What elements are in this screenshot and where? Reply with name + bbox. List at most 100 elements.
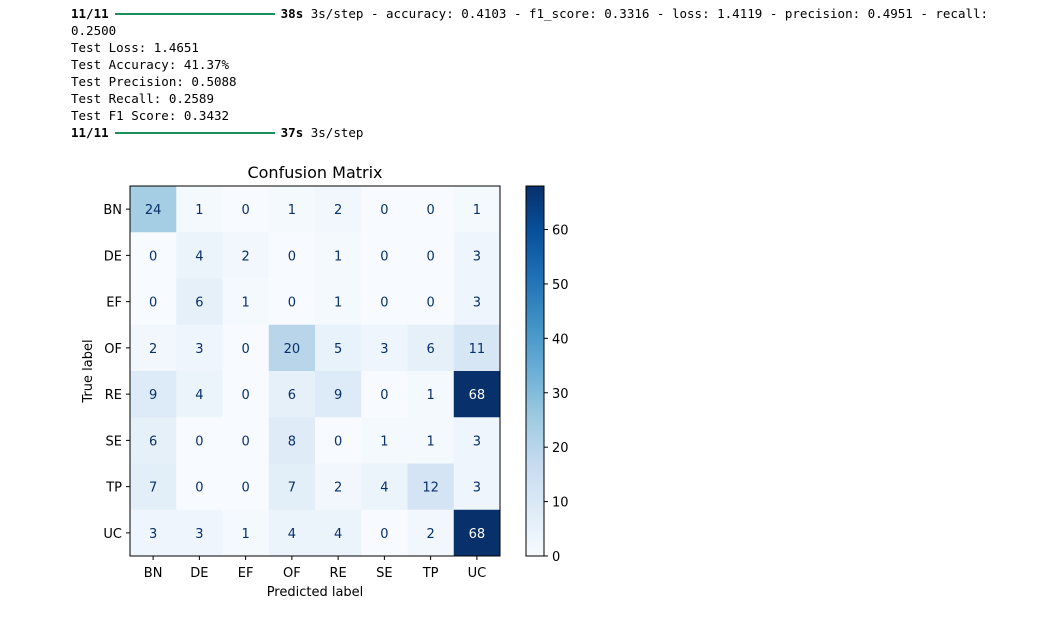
- matrix-cell: [453, 417, 501, 464]
- matrix-cell: [407, 278, 455, 326]
- matrix-cell: [361, 278, 408, 326]
- matrix-cell: [315, 417, 362, 464]
- x-tick-label: RE: [330, 566, 347, 581]
- matrix-cell: [130, 278, 177, 326]
- matrix-cell: [453, 463, 501, 511]
- matrix-cell: [315, 232, 362, 279]
- cell-value: 0: [380, 388, 388, 403]
- x-tick-label: DE: [190, 566, 208, 581]
- cell-value: 0: [426, 296, 434, 311]
- colorbar-ticks: 0 10 20 30 40 50 60: [544, 224, 569, 565]
- cell-value: 68: [469, 388, 486, 403]
- cell-value: 0: [288, 296, 296, 311]
- x-axis-label: Predicted label: [267, 585, 364, 600]
- x-axis-ticks: BN DE EF OF RE SE TP UC: [144, 556, 486, 581]
- cell-value: 3: [149, 527, 157, 542]
- matrix-cell: [176, 417, 223, 464]
- cell-value: 1: [334, 296, 342, 311]
- cell-value: 6: [288, 388, 296, 403]
- cell-value: 4: [380, 481, 388, 496]
- matrix-cell: [361, 417, 408, 464]
- cell-value: 2: [149, 342, 157, 357]
- matrix-cell: [268, 509, 316, 557]
- x-tick-label: UC: [468, 566, 487, 581]
- matrix-cell: [315, 324, 362, 372]
- matrix-cell: [176, 232, 223, 279]
- matrix-cell: [361, 232, 408, 279]
- y-tick-label: SE: [106, 434, 122, 449]
- matrix-cell: [361, 371, 408, 418]
- cell-value: 20: [284, 342, 301, 357]
- matrix-cell: [361, 509, 408, 557]
- y-axis-ticks: BN DE EF OF RE SE TP UC: [103, 203, 130, 542]
- matrix-cell: [361, 463, 408, 511]
- cell-value: 0: [426, 203, 434, 218]
- matrix-frame: [129, 185, 501, 557]
- matrix-cells: [130, 186, 501, 557]
- matrix-cell: [176, 324, 223, 372]
- matrix-cell: [130, 371, 177, 418]
- matrix-cell: [453, 324, 501, 372]
- cell-value: 9: [149, 388, 157, 403]
- matrix-cell: [407, 417, 455, 464]
- cell-value: 6: [149, 434, 157, 449]
- cell-value: 6: [195, 296, 203, 311]
- matrix-cell: [130, 509, 177, 557]
- cell-value: 3: [473, 249, 481, 264]
- matrix-cell: [268, 278, 316, 326]
- colorbar-tick-label: 10: [552, 496, 569, 511]
- chart-title: Confusion Matrix: [247, 163, 382, 182]
- cell-value: 7: [149, 481, 157, 496]
- cell-value: 0: [149, 249, 157, 264]
- cell-value: 4: [288, 527, 296, 542]
- y-tick-label: RE: [105, 388, 122, 403]
- matrix-cell: [130, 232, 177, 279]
- cell-value: 0: [241, 481, 249, 496]
- cell-value: 1: [426, 434, 434, 449]
- cell-value: 0: [380, 203, 388, 218]
- colorbar-tick-label: 60: [552, 224, 569, 239]
- matrix-cell: [222, 278, 270, 326]
- cell-value: 0: [195, 434, 203, 449]
- colorbar-tick-label: 20: [552, 441, 569, 456]
- matrix-cell: [222, 509, 270, 557]
- cell-value: 1: [473, 203, 481, 218]
- matrix-cell: [176, 463, 223, 511]
- cell-value: 0: [380, 249, 388, 264]
- matrix-cell: [222, 186, 270, 233]
- matrix-cell: [361, 186, 408, 233]
- matrix-cell: [130, 463, 177, 511]
- matrix-cell: [453, 232, 501, 279]
- matrix-cell: [407, 186, 455, 233]
- matrix-cell: [361, 324, 408, 372]
- matrix-cell: [222, 417, 270, 464]
- matrix-values: 24 1 0 1 2 0 0 10 4 2 0 1 0 0 30 6 1 0 1 0 0 32 3 0 20 5 3 6 119 4 0 6 9…: [145, 203, 485, 542]
- cell-value: 12: [422, 481, 439, 496]
- cell-value: 1: [241, 296, 249, 311]
- y-tick-label: TP: [105, 481, 122, 496]
- matrix-cell: [407, 232, 455, 279]
- cell-value: 4: [195, 249, 203, 264]
- cell-value: 0: [288, 249, 296, 264]
- matrix-cell: [268, 417, 316, 464]
- cell-value: 4: [334, 527, 342, 542]
- x-tick-label: EF: [238, 566, 254, 581]
- matrix-cell: [315, 509, 362, 557]
- matrix-cell: [268, 371, 316, 418]
- progress-line-2: 11/11 37s 3s/step: [71, 124, 1056, 141]
- x-tick-label: TP: [422, 566, 439, 581]
- matrix-cell: [176, 278, 223, 326]
- test-accuracy: Test Accuracy: 41.37%: [71, 57, 230, 72]
- cell-value: 3: [380, 342, 388, 357]
- matrix-cell: [315, 278, 362, 326]
- y-tick-label: EF: [106, 296, 122, 311]
- matrix-cell: [222, 232, 270, 279]
- progress-line-1: 11/11 38s 3s/step - accuracy: 0.4103 - f1…: [71, 5, 1056, 22]
- cell-value: 3: [473, 481, 481, 496]
- cell-value: 11: [469, 342, 486, 357]
- matrix-cell: [315, 463, 362, 511]
- cell-value: 1: [195, 203, 203, 218]
- cell-value: 0: [149, 296, 157, 311]
- progress-count: 11/11: [71, 125, 109, 140]
